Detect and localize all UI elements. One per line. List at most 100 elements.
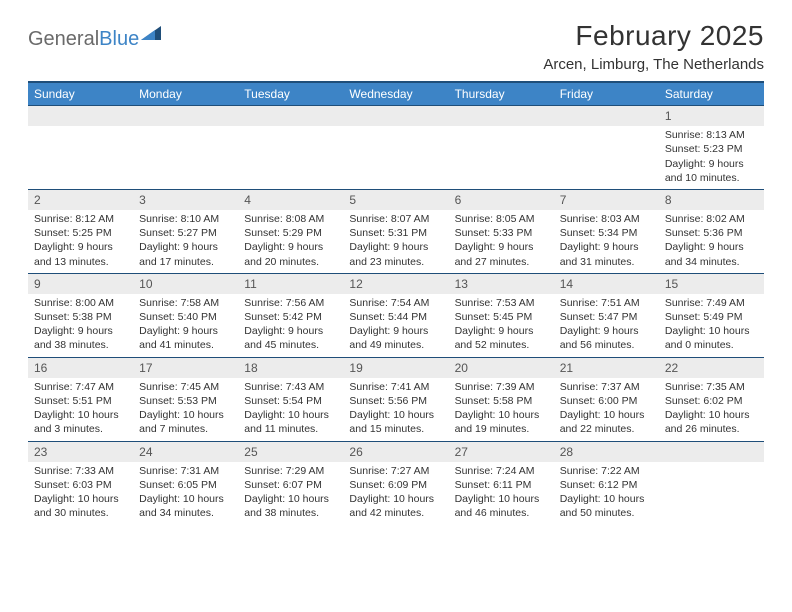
sunrise-text: Sunrise: 7:24 AM <box>455 464 548 478</box>
day-cell: 3Sunrise: 8:10 AMSunset: 5:27 PMDaylight… <box>133 189 238 273</box>
sunset-text: Sunset: 5:44 PM <box>349 310 442 324</box>
day-content: Sunrise: 8:08 AMSunset: 5:29 PMDaylight:… <box>238 210 343 273</box>
empty-day <box>554 106 659 126</box>
day-cell: 8Sunrise: 8:02 AMSunset: 5:36 PMDaylight… <box>659 189 764 273</box>
day-content: Sunrise: 8:03 AMSunset: 5:34 PMDaylight:… <box>554 210 659 273</box>
day-content: Sunrise: 7:51 AMSunset: 5:47 PMDaylight:… <box>554 294 659 357</box>
sunrise-text: Sunrise: 8:03 AM <box>560 212 653 226</box>
daylight-text: Daylight: 10 hours and 22 minutes. <box>560 408 653 436</box>
day-cell <box>28 106 133 190</box>
day-number: 20 <box>449 358 554 378</box>
sunset-text: Sunset: 5:54 PM <box>244 394 337 408</box>
day-number: 14 <box>554 274 659 294</box>
day-cell: 17Sunrise: 7:45 AMSunset: 5:53 PMDayligh… <box>133 357 238 441</box>
day-content: Sunrise: 7:33 AMSunset: 6:03 PMDaylight:… <box>28 462 133 525</box>
day-number: 1 <box>659 106 764 126</box>
daylight-text: Daylight: 9 hours and 34 minutes. <box>665 240 758 268</box>
day-content: Sunrise: 8:13 AMSunset: 5:23 PMDaylight:… <box>659 126 764 189</box>
day-content: Sunrise: 7:35 AMSunset: 6:02 PMDaylight:… <box>659 378 764 441</box>
day-cell: 20Sunrise: 7:39 AMSunset: 5:58 PMDayligh… <box>449 357 554 441</box>
daylight-text: Daylight: 10 hours and 3 minutes. <box>34 408 127 436</box>
daylight-text: Daylight: 9 hours and 45 minutes. <box>244 324 337 352</box>
week-row: 2Sunrise: 8:12 AMSunset: 5:25 PMDaylight… <box>28 189 764 273</box>
daylight-text: Daylight: 9 hours and 10 minutes. <box>665 157 758 185</box>
day-number: 27 <box>449 442 554 462</box>
sunset-text: Sunset: 5:40 PM <box>139 310 232 324</box>
day-number: 11 <box>238 274 343 294</box>
sunset-text: Sunset: 5:45 PM <box>455 310 548 324</box>
sunset-text: Sunset: 5:23 PM <box>665 142 758 156</box>
daylight-text: Daylight: 10 hours and 50 minutes. <box>560 492 653 520</box>
sunrise-text: Sunrise: 8:10 AM <box>139 212 232 226</box>
day-cell: 18 Sunrise: 7:43 AMSunset: 5:54 PMDayligh… <box>238 357 343 441</box>
sunrise-text: Sunrise: 7:54 AM <box>349 296 442 310</box>
sunset-text: Sunset: 6:05 PM <box>139 478 232 492</box>
day-content: Sunrise: 7:41 AMSunset: 5:56 PMDaylight:… <box>343 378 448 441</box>
daylight-text: Daylight: 9 hours and 13 minutes. <box>34 240 127 268</box>
daylight-text: Daylight: 9 hours and 56 minutes. <box>560 324 653 352</box>
daylight-text: Daylight: 10 hours and 42 minutes. <box>349 492 442 520</box>
empty-day <box>133 106 238 126</box>
sunset-text: Sunset: 5:49 PM <box>665 310 758 324</box>
daylight-text: Daylight: 9 hours and 23 minutes. <box>349 240 442 268</box>
day-cell: 25Sunrise: 7:29 AMSunset: 6:07 PMDayligh… <box>238 441 343 524</box>
sunset-text: Sunset: 5:27 PM <box>139 226 232 240</box>
day-number: 28 <box>554 442 659 462</box>
day-cell: 7Sunrise: 8:03 AMSunset: 5:34 PMDaylight… <box>554 189 659 273</box>
sunrise-text: Sunrise: 8:12 AM <box>34 212 127 226</box>
week-row: 23Sunrise: 7:33 AMSunset: 6:03 PMDayligh… <box>28 441 764 524</box>
page-header: GeneralBlue February 2025 Arcen, Limburg… <box>28 20 764 73</box>
logo-text-blue: Blue <box>99 28 139 51</box>
sunset-text: Sunset: 6:11 PM <box>455 478 548 492</box>
day-number: 9 <box>28 274 133 294</box>
sunrise-text: Sunrise: 7:31 AM <box>139 464 232 478</box>
day-cell: 1Sunrise: 8:13 AMSunset: 5:23 PMDaylight… <box>659 106 764 190</box>
sunset-text: Sunset: 6:09 PM <box>349 478 442 492</box>
daylight-text: Daylight: 10 hours and 11 minutes. <box>244 408 337 436</box>
sunset-text: Sunset: 5:34 PM <box>560 226 653 240</box>
day-cell: 14Sunrise: 7:51 AMSunset: 5:47 PMDayligh… <box>554 273 659 357</box>
daylight-text: Daylight: 9 hours and 41 minutes. <box>139 324 232 352</box>
day-content: Sunrise: 7:58 AMSunset: 5:40 PMDaylight:… <box>133 294 238 357</box>
sunrise-text: Sunrise: 7:53 AM <box>455 296 548 310</box>
month-title: February 2025 <box>543 20 764 52</box>
daylight-text: Daylight: 10 hours and 15 minutes. <box>349 408 442 436</box>
day-cell: 13Sunrise: 7:53 AMSunset: 5:45 PMDayligh… <box>449 273 554 357</box>
day-number: 18 <box>238 358 343 378</box>
day-content: Sunrise: 8:10 AMSunset: 5:27 PMDaylight:… <box>133 210 238 273</box>
empty-day <box>28 106 133 126</box>
logo-triangle-icon <box>141 26 161 40</box>
day-header: Friday <box>554 82 659 106</box>
day-cell <box>449 106 554 190</box>
day-content: Sunrise: 7:22 AMSunset: 6:12 PMDaylight:… <box>554 462 659 525</box>
day-header: Thursday <box>449 82 554 106</box>
sunrise-text: Sunrise: 7:22 AM <box>560 464 653 478</box>
day-content: Sunrise: 7:47 AMSunset: 5:51 PMDaylight:… <box>28 378 133 441</box>
daylight-text: Daylight: 10 hours and 19 minutes. <box>455 408 548 436</box>
day-header: Wednesday <box>343 82 448 106</box>
sunrise-text: Sunrise: 8:13 AM <box>665 128 758 142</box>
day-number: 5 <box>343 190 448 210</box>
sunrise-text: Sunrise: 7:45 AM <box>139 380 232 394</box>
sunset-text: Sunset: 5:53 PM <box>139 394 232 408</box>
week-row: 16Sunrise: 7:47 AMSunset: 5:51 PMDayligh… <box>28 357 764 441</box>
calendar-table: SundayMondayTuesdayWednesdayThursdayFrid… <box>28 81 764 524</box>
sunrise-text: Sunrise: 7:49 AM <box>665 296 758 310</box>
sunrise-text: Sunrise: 7:41 AM <box>349 380 442 394</box>
day-content: Sunrise: 7:53 AMSunset: 5:45 PMDaylight:… <box>449 294 554 357</box>
day-cell <box>133 106 238 190</box>
day-cell <box>659 441 764 524</box>
day-cell: 19Sunrise: 7:41 AMSunset: 5:56 PMDayligh… <box>343 357 448 441</box>
day-cell: 16Sunrise: 7:47 AMSunset: 5:51 PMDayligh… <box>28 357 133 441</box>
daylight-text: Daylight: 9 hours and 52 minutes. <box>455 324 548 352</box>
sunrise-text: Sunrise: 8:02 AM <box>665 212 758 226</box>
day-header: Monday <box>133 82 238 106</box>
sunset-text: Sunset: 5:31 PM <box>349 226 442 240</box>
sunset-text: Sunset: 6:07 PM <box>244 478 337 492</box>
sunrise-text: Sunrise: 7:58 AM <box>139 296 232 310</box>
day-number: 22 <box>659 358 764 378</box>
day-cell: 24Sunrise: 7:31 AMSunset: 6:05 PMDayligh… <box>133 441 238 524</box>
sunset-text: Sunset: 5:42 PM <box>244 310 337 324</box>
sunrise-text: Sunrise: 7:43 AM <box>244 380 337 394</box>
sunrise-text: Sunrise: 7:27 AM <box>349 464 442 478</box>
